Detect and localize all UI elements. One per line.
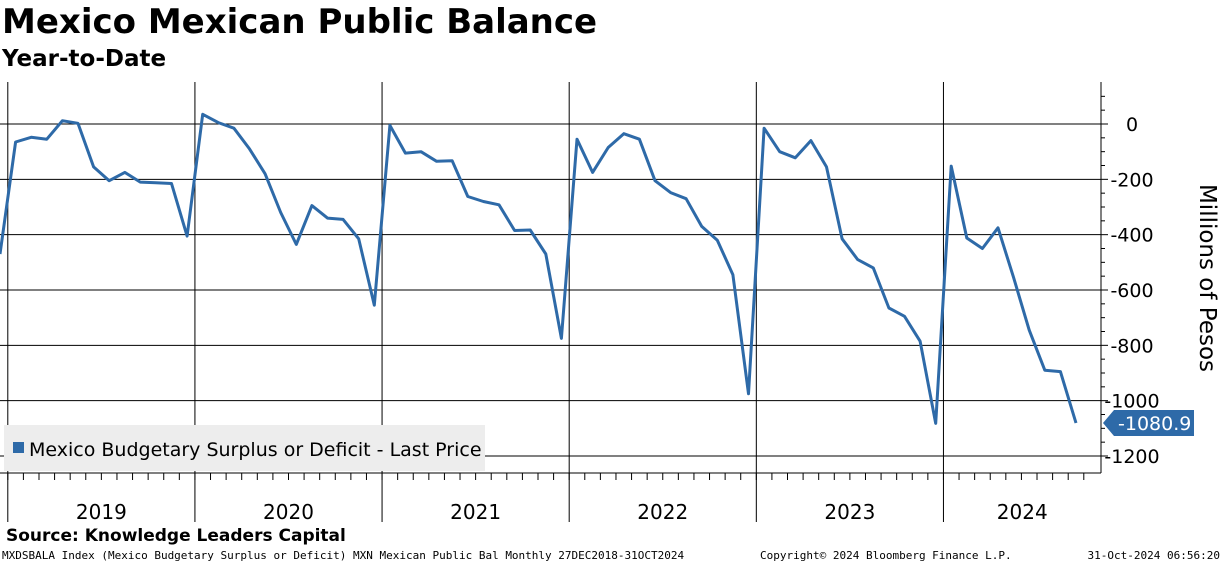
legend-background bbox=[4, 425, 485, 471]
y-tick-label: -200 bbox=[1110, 169, 1153, 191]
x-tick-label: 2019 bbox=[76, 500, 127, 524]
footer-copyright: Copyright© 2024 Bloomberg Finance L.P. bbox=[760, 549, 1012, 562]
last-value-marker: -1080.9 bbox=[1103, 410, 1194, 437]
x-axis-labels: 2019 2020 2021 2022 2023 2024 bbox=[7, 473, 1085, 524]
legend-label: Mexico Budgetary Surplus or Deficit - La… bbox=[29, 439, 482, 461]
y-tick-label: 0 bbox=[1126, 114, 1138, 136]
x-tick-label: 2024 bbox=[997, 500, 1048, 524]
x-tick-label: 2021 bbox=[450, 500, 501, 524]
y-axis-label: Millions of Pesos bbox=[1194, 184, 1220, 372]
legend-swatch bbox=[13, 442, 24, 453]
footer-timestamp: 31-Oct-2024 06:56:20 bbox=[1087, 549, 1220, 562]
y-tick-label: -600 bbox=[1110, 280, 1153, 302]
x-tick-label: 2023 bbox=[824, 500, 875, 524]
source-note: Source: Knowledge Leaders Capital bbox=[6, 526, 346, 546]
x-tick-label: 2022 bbox=[637, 500, 688, 524]
chart-subtitle: Year-to-Date bbox=[2, 46, 167, 72]
footer-index-description: MXDSBALA Index (Mexico Budgetary Surplus… bbox=[2, 549, 685, 562]
horizontal-gridlines bbox=[0, 123, 1101, 457]
y-tick-label: -400 bbox=[1110, 225, 1153, 247]
last-value-label: -1080.9 bbox=[1118, 413, 1191, 435]
chart-title: Mexico Mexican Public Balance bbox=[2, 2, 598, 42]
y-tick-label: -1200 bbox=[1104, 446, 1159, 468]
legend: Mexico Budgetary Surplus or Deficit - La… bbox=[4, 425, 485, 471]
last-value-label-background bbox=[1103, 410, 1194, 437]
y-tick-label: -1000 bbox=[1104, 391, 1159, 413]
x-tick-label: 2020 bbox=[263, 500, 314, 524]
series-line bbox=[0, 112, 1078, 425]
y-axis-ticks: 0 -200 -400 -600 -800 -1000 -1200 bbox=[1101, 95, 1160, 468]
y-tick-label: -800 bbox=[1110, 335, 1153, 357]
